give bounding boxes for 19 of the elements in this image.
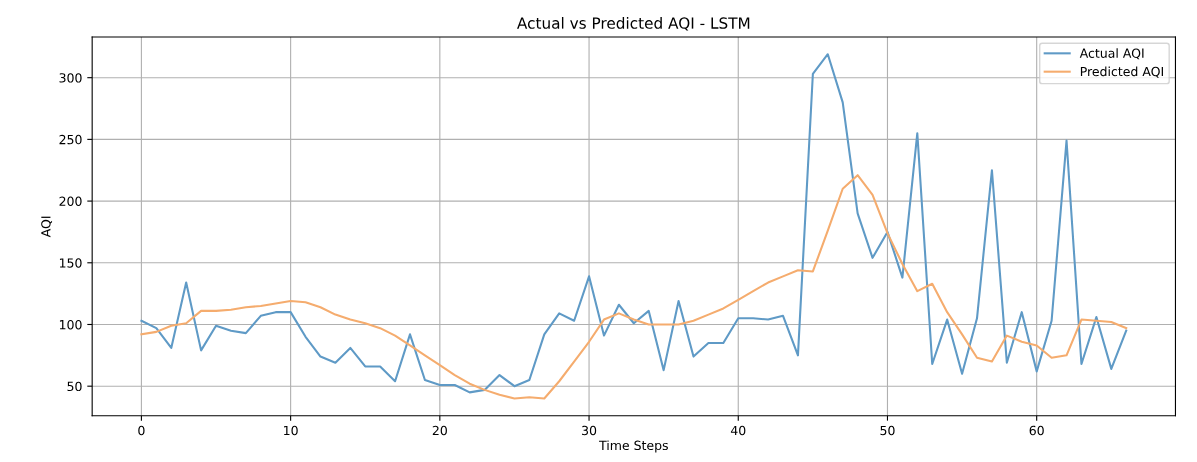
y-tick-label: 300 bbox=[59, 73, 82, 83]
y-axis-title: AQI bbox=[41, 216, 53, 238]
line-series bbox=[140, 174, 1128, 400]
y-tick-label: 100 bbox=[59, 319, 82, 330]
x-tick-label: 40 bbox=[730, 425, 746, 436]
x-tick-label: 30 bbox=[582, 425, 597, 436]
x-tick-label: 20 bbox=[432, 425, 447, 436]
x-tick-label: 50 bbox=[880, 425, 895, 436]
x-tick-label: 60 bbox=[1029, 425, 1044, 436]
x-axis-title: Time Steps bbox=[599, 440, 668, 453]
y-tick-label: 150 bbox=[59, 258, 82, 268]
y-tick-label: 250 bbox=[59, 134, 82, 145]
legend-label: Actual AQI bbox=[1079, 48, 1144, 60]
x-tick-label: 10 bbox=[284, 425, 298, 436]
x-tick-label: 0 bbox=[138, 425, 145, 436]
legend-label: Predicted AQI bbox=[1080, 66, 1163, 78]
y-tick-label: 200 bbox=[59, 196, 82, 207]
y-tick-label: 50 bbox=[67, 381, 82, 392]
chart-title: Actual vs Predicted AQI - LSTM bbox=[517, 17, 750, 31]
